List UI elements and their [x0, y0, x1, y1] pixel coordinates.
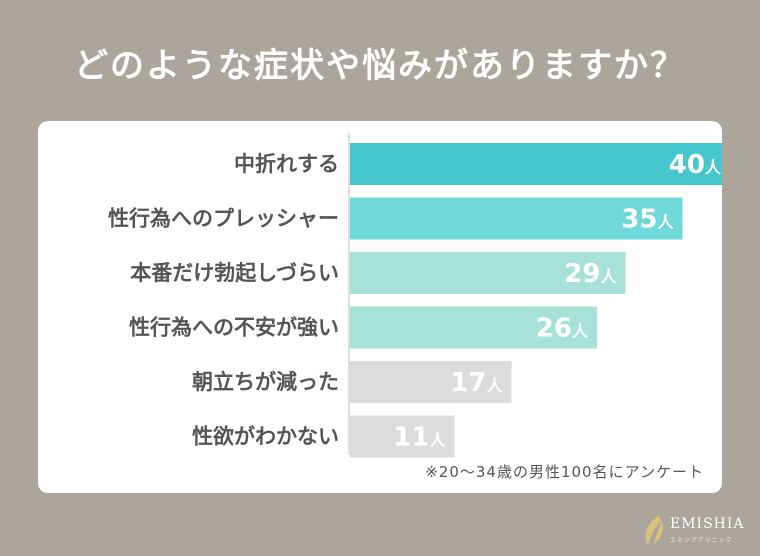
- bar: [350, 306, 597, 349]
- chart-card: 中折れする 40人性行為へのプレッシャー 35人本番だけ勃起しづらい 29人性行為への…: [38, 121, 722, 493]
- category-label: 性欲がわかない: [192, 425, 339, 449]
- bar: [350, 415, 455, 458]
- bar-value-label: 11人: [393, 423, 446, 453]
- logo-name: EMISHIA: [670, 516, 745, 532]
- bar: [350, 143, 722, 185]
- category-label: 本番だけ勃起しづらい: [130, 261, 339, 285]
- bar-value-label: 17人: [450, 368, 503, 398]
- survey-note: ※20〜34歳の男性100名にアンケート: [425, 463, 704, 481]
- category-label: 朝立ちが減った: [192, 370, 339, 394]
- logo-subtitle: エミシアクリニック: [670, 537, 733, 544]
- bar-value-label: 40人: [669, 150, 722, 180]
- bar-value-label: 29人: [564, 259, 617, 289]
- category-label: 性行為へのプレッシャー: [108, 207, 339, 231]
- bar: [350, 361, 512, 403]
- brand-logo: EMISHIA エミシアクリニック: [640, 512, 755, 552]
- category-label: 中折れする: [234, 152, 339, 176]
- chart-title: どのような症状や悩みがありますか？: [74, 46, 686, 86]
- category-label: 性行為への不安が強い: [129, 316, 339, 340]
- bar-value-label: 26人: [536, 314, 589, 344]
- leaf-icon: [645, 516, 663, 546]
- bar-value-label: 35人: [621, 205, 674, 235]
- bar: [350, 252, 626, 294]
- bar: [350, 197, 683, 240]
